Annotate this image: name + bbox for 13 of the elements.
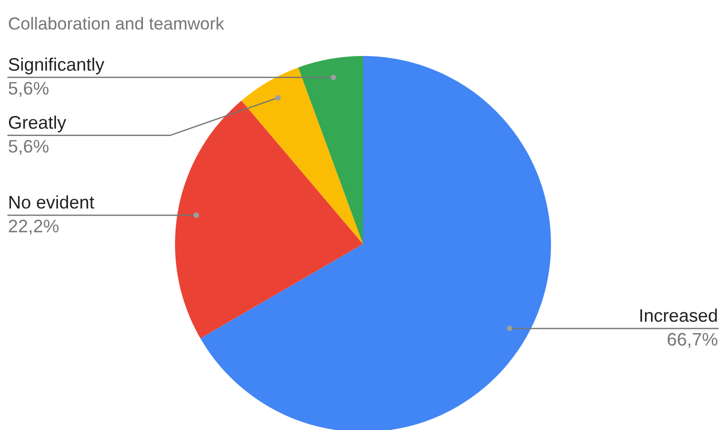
data-label: 22,2% (8, 220, 59, 235)
slice-label: Greatly (8, 116, 66, 132)
pie-slice (175, 100, 363, 338)
slice-label: Increased (640, 308, 717, 322)
pie-slice (241, 67, 363, 244)
data-label: 66,7% (668, 332, 718, 348)
data-label: 5,6% (8, 82, 49, 97)
pie-slice (298, 56, 363, 244)
slice-label: No evident (9, 195, 94, 209)
data-label: 5,6% (8, 140, 49, 155)
pie-slice (200, 56, 551, 430)
slice-label: Significantly (8, 58, 104, 74)
chart-title: Collaboration and teamwork (8, 16, 224, 30)
